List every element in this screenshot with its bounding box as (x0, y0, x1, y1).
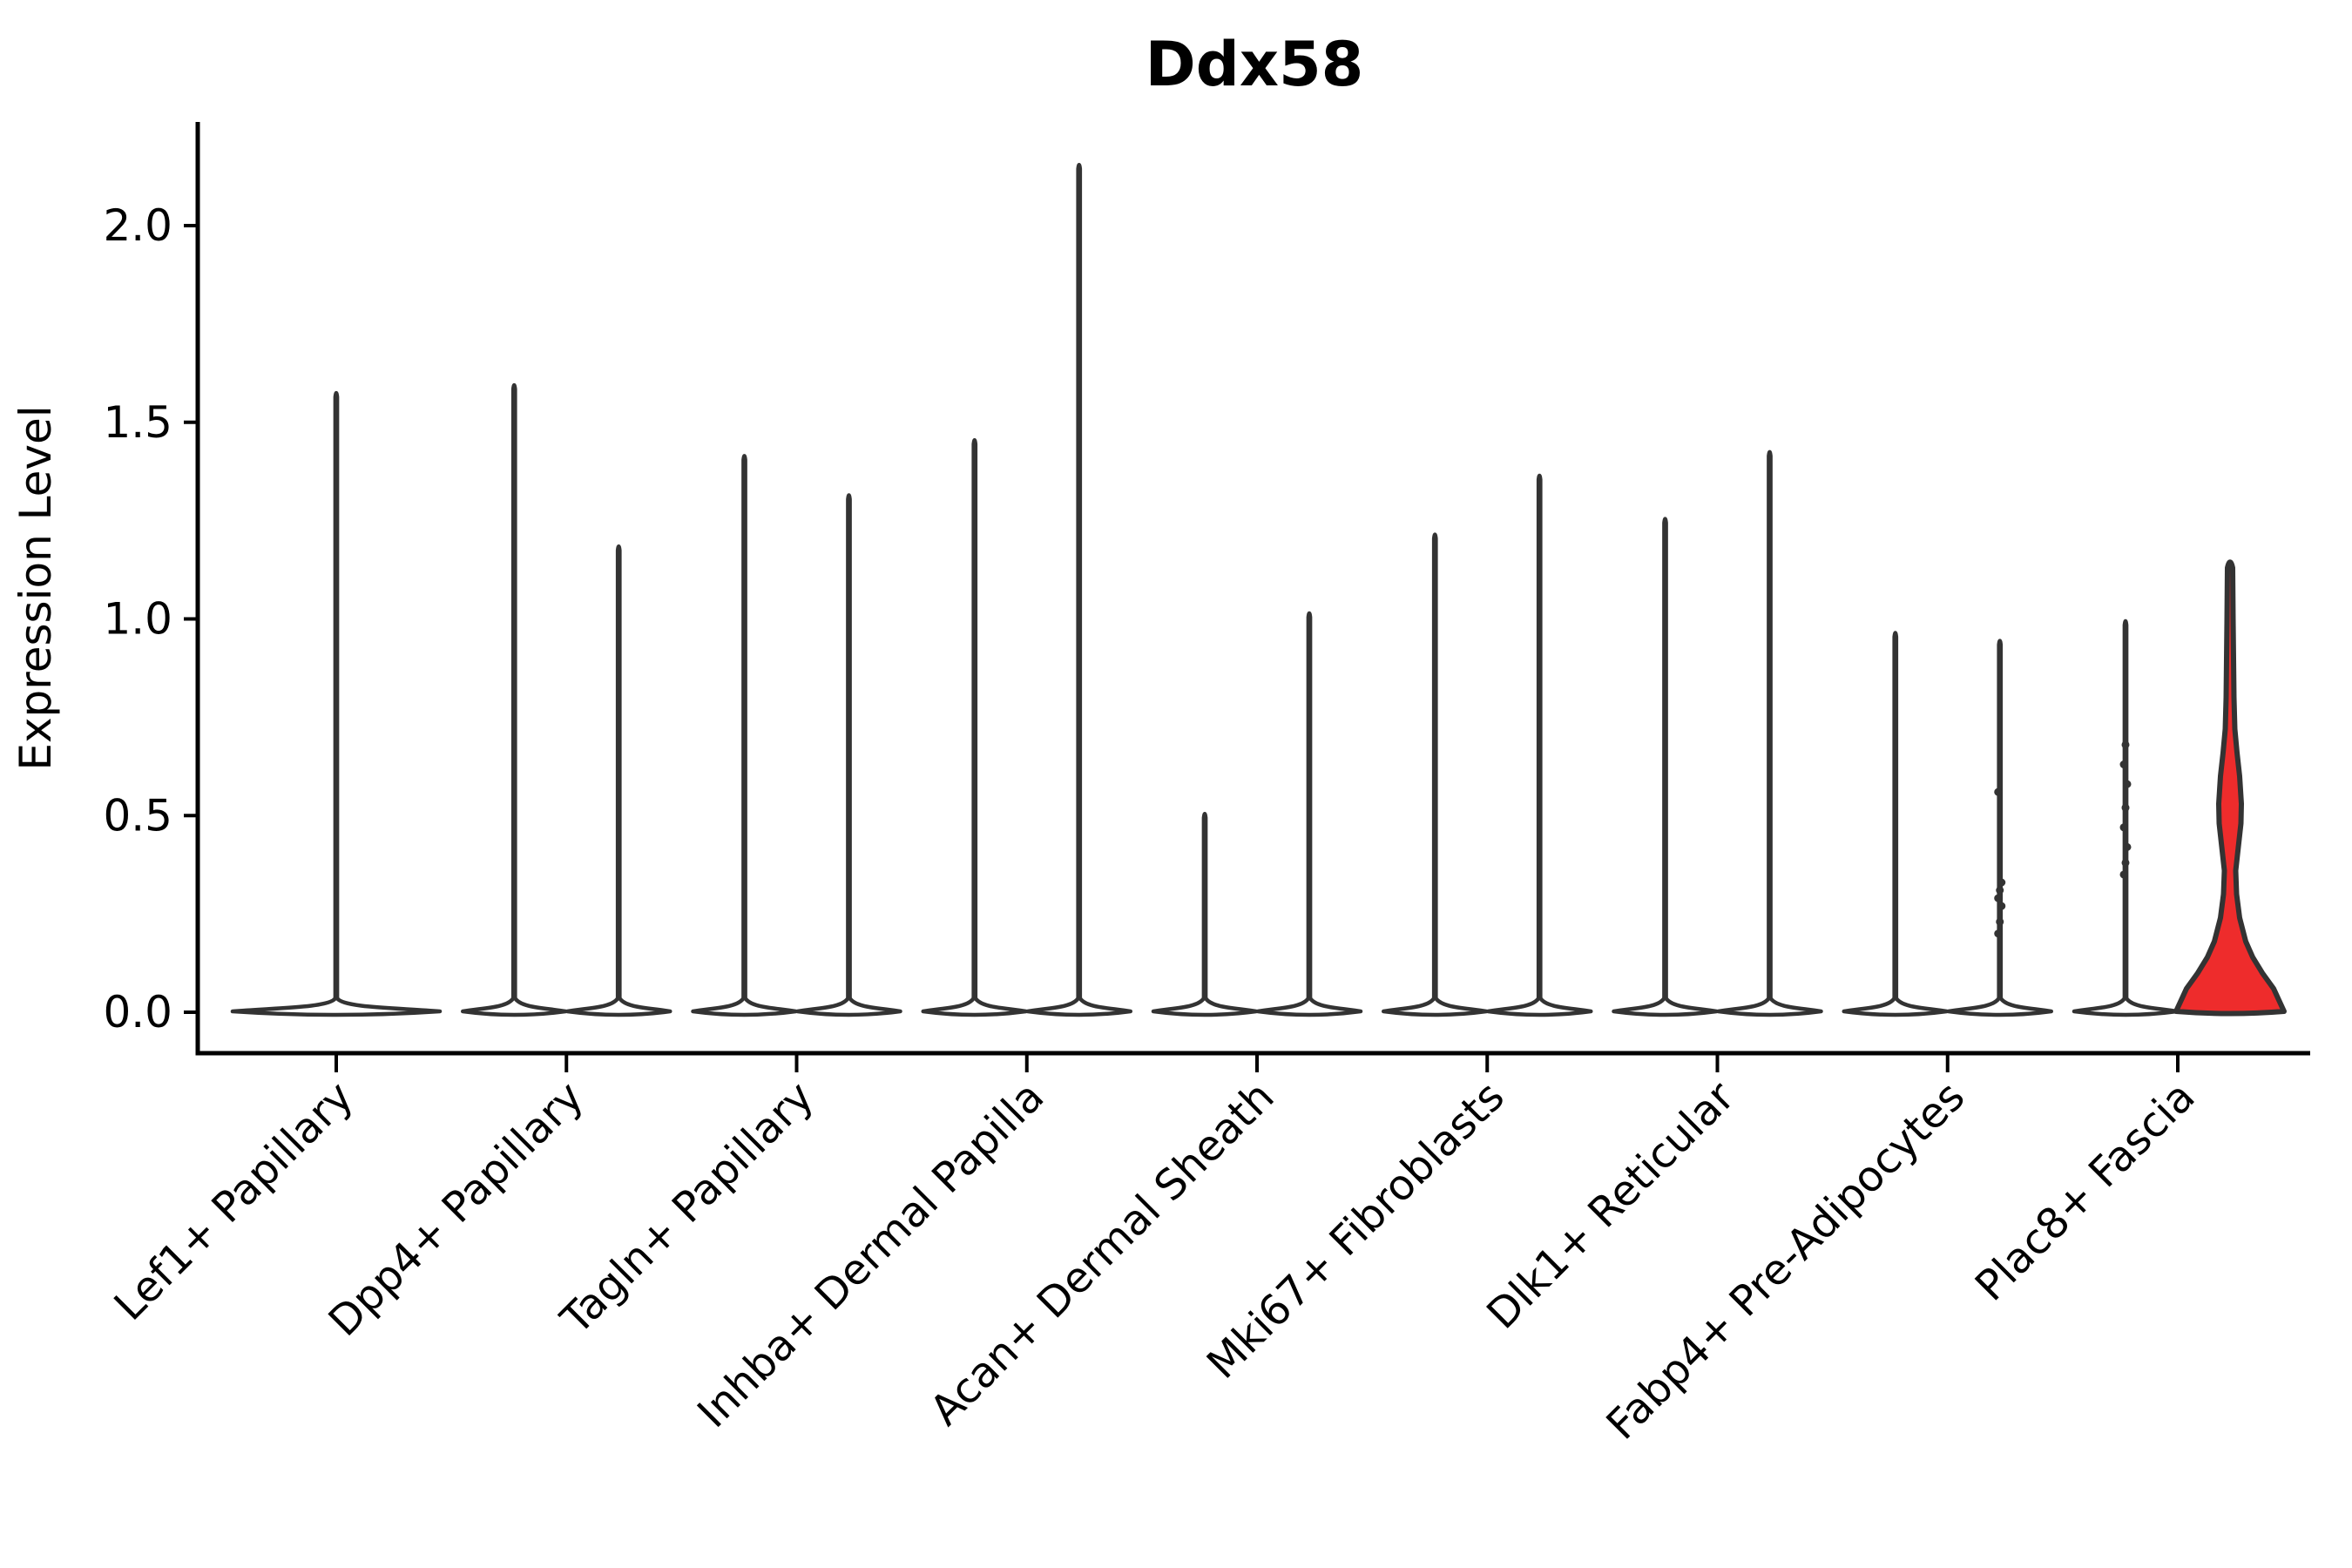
x-tick-label: Plac8+ Fascia (1966, 1072, 2205, 1311)
violin (1946, 639, 2053, 1017)
jitter-point (1994, 929, 2003, 938)
axes (184, 122, 2310, 1072)
jitter-point (1994, 787, 2003, 796)
jitter-point (1994, 894, 2003, 902)
jitter-point (1996, 886, 2004, 895)
jitter-point (2123, 842, 2132, 851)
violin (691, 454, 798, 1017)
y-tick-label: 1.0 (103, 594, 172, 645)
violin (230, 390, 443, 1017)
x-tick-label: Tagln+ Papillary (551, 1072, 823, 1344)
violin (1612, 517, 1719, 1017)
y-tick-label: 0.5 (103, 790, 172, 841)
y-tick-label: 1.5 (103, 397, 172, 448)
violin (2072, 618, 2180, 1017)
violin (1255, 611, 1363, 1017)
jitter-point (2119, 760, 2128, 769)
violin (1716, 449, 1823, 1017)
jitter-point (2119, 823, 2128, 832)
jitter-point (1997, 902, 2006, 910)
chart-title: Ddx58 (1146, 29, 1364, 100)
jitter-point (2123, 780, 2132, 788)
jitter-point (2121, 740, 2130, 749)
violin (1486, 473, 1593, 1017)
y-tick-label: 2.0 (103, 200, 172, 251)
x-tick-label: Lef1+ Papillary (105, 1072, 363, 1330)
violin (461, 382, 568, 1017)
violin (1382, 532, 1489, 1017)
violin (565, 544, 672, 1017)
violin (921, 438, 1028, 1017)
violin (1842, 631, 1949, 1017)
jitter-point (2121, 858, 2130, 867)
violin (1151, 811, 1259, 1017)
violin-highlighted (2173, 559, 2287, 1017)
y-axis-label: Expression Level (10, 405, 61, 770)
x-tick-label: Dlk1+ Reticular (1477, 1072, 1744, 1339)
jitter-point (2121, 803, 2130, 812)
y-tick-label: 0.0 (103, 987, 172, 1037)
jitter-point (2119, 870, 2128, 879)
violins (230, 163, 2287, 1017)
jitter-point (1996, 917, 2004, 926)
violin (795, 493, 902, 1017)
violin (1025, 163, 1132, 1017)
x-tick-label: Dpp4+ Papillary (320, 1072, 593, 1346)
jitter-point (1997, 878, 2006, 887)
